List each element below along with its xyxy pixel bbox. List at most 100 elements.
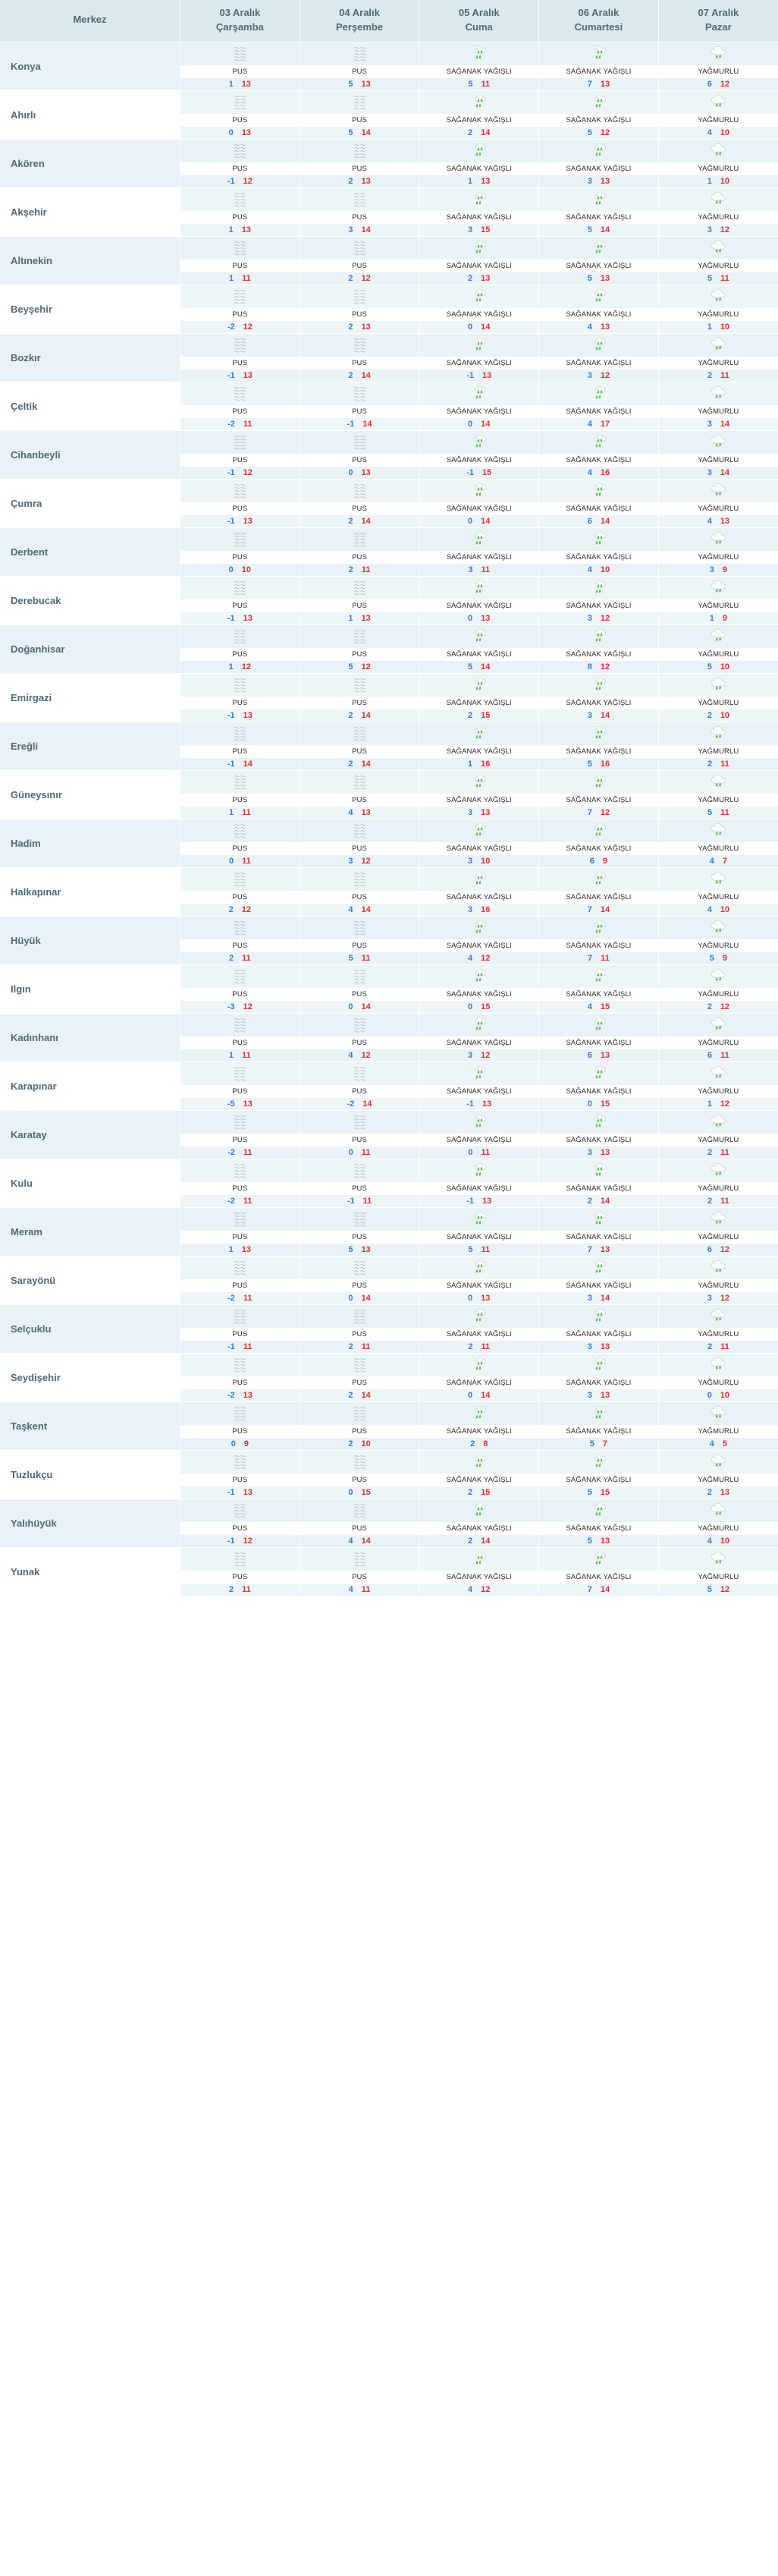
table-row: Çeltik PUS -2 11 PUS -1 14 SAĞANAK YAĞIŞLI 0 14 SA… xyxy=(0,382,778,431)
city-name-cell[interactable]: Yunak xyxy=(0,1547,180,1596)
temperature-range: 2 15 xyxy=(419,709,539,722)
weather-icon-wrap xyxy=(419,1013,539,1036)
weather-description: PUS xyxy=(180,113,300,127)
max-temperature: 7 xyxy=(602,1439,608,1448)
min-temperature: 5 xyxy=(348,662,353,672)
temperature-range: 2 12 xyxy=(300,272,419,285)
city-name-cell[interactable]: Konya xyxy=(0,42,180,91)
weather-icon-wrap xyxy=(539,867,658,891)
city-name-cell[interactable]: Seydişehir xyxy=(0,1353,180,1402)
city-name-cell[interactable]: Derebucak xyxy=(0,576,180,625)
min-temperature: 0 xyxy=(348,467,353,477)
temperature-range: -1 13 xyxy=(180,612,300,624)
shower-rain-icon xyxy=(469,626,489,646)
weather-description: SAĞANAK YAĞIŞLI xyxy=(539,307,658,321)
city-name-cell[interactable]: Beyşehir xyxy=(0,285,180,334)
max-temperature: 13 xyxy=(720,516,730,526)
mist-icon xyxy=(230,480,250,501)
min-temperature: 5 xyxy=(707,662,712,672)
city-name-cell[interactable]: Doğanhisar xyxy=(0,624,180,674)
temperature-range: 1 12 xyxy=(658,1097,778,1110)
weather-description: PUS xyxy=(180,1084,300,1098)
table-row: Yalıhüyük PUS -1 12 PUS 4 14 SAĞANAK YAĞIŞLI 2 14… xyxy=(0,1499,778,1548)
city-name-cell[interactable]: Emirgazi xyxy=(0,673,180,722)
city-name-cell[interactable]: Akşehir xyxy=(0,187,180,237)
weather-description: PUS xyxy=(180,987,300,1001)
city-name-cell[interactable]: Ahırlı xyxy=(0,90,180,140)
max-temperature: 14 xyxy=(481,516,491,526)
weather-icon-wrap xyxy=(419,382,539,405)
forecast-cell: YAĞMURLU 6 12 xyxy=(658,42,778,91)
temperature-range: -2 11 xyxy=(180,1194,300,1207)
weather-description: SAĞANAK YAĞIŞLI xyxy=(419,890,539,904)
forecast-cell: YAĞMURLU 4 7 xyxy=(658,819,778,868)
min-temperature: 4 xyxy=(707,127,712,137)
max-temperature: 13 xyxy=(481,176,491,186)
weather-icon-wrap xyxy=(658,722,778,745)
shower-rain-icon xyxy=(588,577,609,598)
city-name-cell[interactable]: Yalıhüyük xyxy=(0,1499,180,1548)
max-temperature: 9 xyxy=(243,1439,249,1448)
temperature-range: -1 15 xyxy=(419,466,539,479)
shower-rain-icon xyxy=(588,1257,609,1278)
city-name-cell[interactable]: Selçuklu xyxy=(0,1304,180,1354)
mist-icon xyxy=(230,1257,250,1278)
city-name-cell[interactable]: Çumra xyxy=(0,479,180,528)
city-name-cell[interactable]: Ereğli xyxy=(0,722,180,771)
min-temperature: 4 xyxy=(587,322,592,332)
weather-icon-wrap xyxy=(419,1353,539,1376)
weather-icon-wrap xyxy=(180,867,300,891)
weather-icon-wrap xyxy=(658,1304,778,1328)
city-name-cell[interactable]: Güneysınır xyxy=(0,770,180,819)
max-temperature: 15 xyxy=(482,467,492,477)
city-name-cell[interactable]: Altınekin xyxy=(0,236,180,285)
weather-icon-wrap xyxy=(419,1110,539,1134)
city-name-cell[interactable]: Taşkent xyxy=(0,1401,180,1451)
weather-description: PUS xyxy=(300,1327,419,1341)
city-name-cell[interactable]: Çeltik xyxy=(0,382,180,431)
max-temperature: 13 xyxy=(361,613,371,623)
city-name-cell[interactable]: Halkapınar xyxy=(0,867,180,917)
city-name-cell[interactable]: Meram xyxy=(0,1207,180,1257)
city-name-cell[interactable]: Akören xyxy=(0,139,180,188)
weather-icon-wrap xyxy=(419,1304,539,1328)
city-name-cell[interactable]: Bozkır xyxy=(0,333,180,382)
forecast-cell: PUS -2 11 xyxy=(180,382,300,431)
day-name-0: Çarşamba xyxy=(215,20,264,33)
min-temperature: 4 xyxy=(709,856,714,866)
city-name-cell[interactable]: Hadim xyxy=(0,819,180,868)
city-name-cell[interactable]: Cihanbeyli xyxy=(0,430,180,480)
weather-description: SAĞANAK YAĞIŞLI xyxy=(539,453,658,467)
city-name-cell[interactable]: Karapınar xyxy=(0,1062,180,1111)
forecast-cell: PUS 2 14 xyxy=(300,479,420,528)
forecast-cell: PUS -2 13 xyxy=(180,1353,300,1402)
temperature-range: 0 11 xyxy=(419,1146,539,1159)
city-name-cell[interactable]: Derbent xyxy=(0,527,180,577)
shower-rain-icon xyxy=(469,772,489,792)
temperature-range: 5 13 xyxy=(300,77,419,90)
city-name-cell[interactable]: Hüyük xyxy=(0,916,180,965)
max-temperature: 12 xyxy=(720,79,730,89)
max-temperature: 10 xyxy=(720,662,730,672)
forecast-cell: YAĞMURLU 4 10 xyxy=(658,867,778,917)
shower-rain-icon xyxy=(588,529,609,549)
weather-description: SAĞANAK YAĞIŞLI xyxy=(539,113,658,127)
weather-icon-wrap xyxy=(180,430,300,454)
city-name-cell[interactable]: Kulu xyxy=(0,1159,180,1208)
forecast-cell: PUS -2 14 xyxy=(300,1062,420,1111)
city-name-cell[interactable]: Tuzlukçu xyxy=(0,1450,180,1499)
city-name-cell[interactable]: Karatay xyxy=(0,1110,180,1159)
temperature-range: 2 14 xyxy=(300,709,419,722)
forecast-cell: SAĞANAK YAĞIŞLI 2 8 xyxy=(419,1401,540,1451)
shower-rain-icon xyxy=(469,432,489,452)
city-name-cell[interactable]: Kadınhanı xyxy=(0,1013,180,1062)
weather-description: SAĞANAK YAĞIŞLI xyxy=(539,162,658,175)
forecast-cell: SAĞANAK YAĞIŞLI 0 13 xyxy=(419,576,540,625)
city-name-cell[interactable]: Sarayönü xyxy=(0,1256,180,1305)
city-name-cell[interactable]: Ilgın xyxy=(0,964,180,1014)
weather-icon-wrap xyxy=(419,770,539,794)
weather-description: SAĞANAK YAĞIŞLI xyxy=(539,696,658,709)
forecast-cell: PUS 2 14 xyxy=(300,722,420,771)
mist-icon xyxy=(350,140,370,161)
max-temperature: 13 xyxy=(481,273,491,283)
